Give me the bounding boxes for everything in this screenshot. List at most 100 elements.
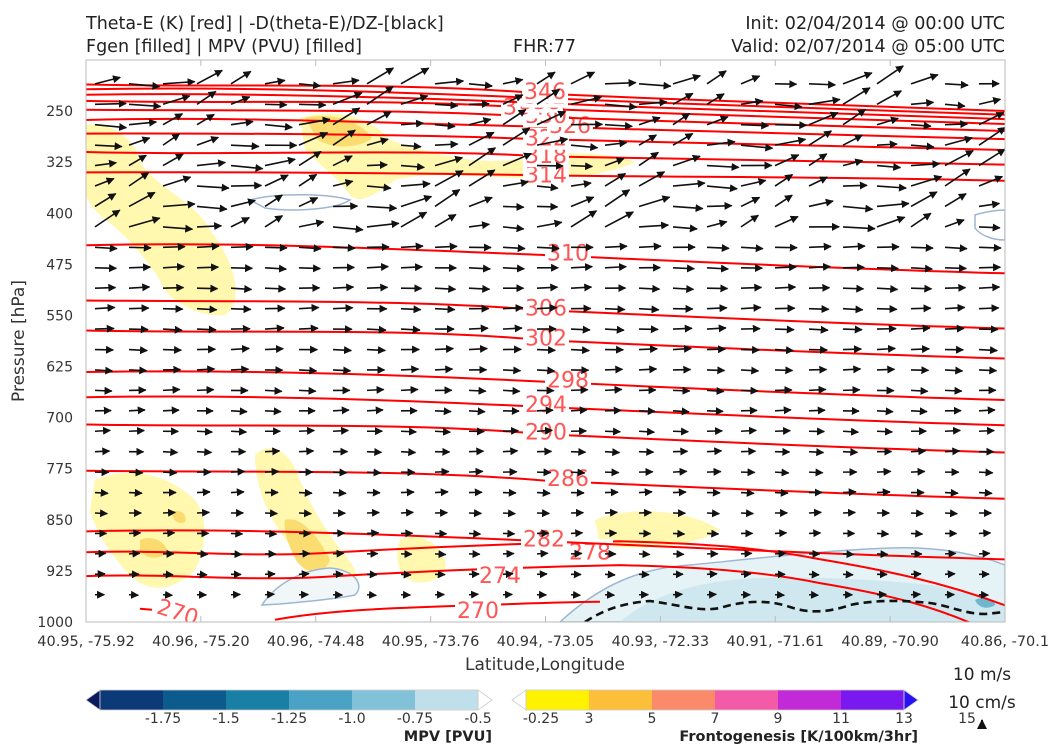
wind-vector [434,188,461,208]
wind-vector [672,344,693,353]
wind-vector [808,176,829,187]
wind-vector [94,488,109,497]
colorbar-segment [841,690,905,710]
wind-vector [366,161,388,170]
wind-vector [672,386,691,395]
wind-vector [366,137,389,146]
colorbar-segment [163,690,227,710]
wind-vector [978,223,1001,232]
wind-vector [434,213,457,228]
wind-vector [162,590,174,599]
wind-vector [264,100,288,109]
colorbar-tick-label: 15 [958,711,976,727]
wind-vector [604,385,623,394]
wind-vector [570,325,591,334]
wind-vector [502,244,526,253]
wind-vector [536,406,554,415]
wind-vector [434,550,447,559]
wind-vector [162,406,180,415]
wind-vector [876,365,896,374]
wind-vector [944,488,959,497]
wind-vector [706,264,730,273]
wind-vector [536,283,559,292]
wind-vector [706,324,727,333]
wind-vector [128,346,149,355]
wind-vector [808,305,830,314]
wind-vector [502,152,533,167]
colorbar-frame [99,689,479,711]
wind-vector [400,508,415,517]
wind-vector [842,71,873,85]
wind-vector [638,305,660,314]
wind-vector [944,366,964,375]
wind-vector [910,191,938,208]
wind-vector [400,194,433,208]
wind-vector [332,107,361,126]
wind-vector [570,346,591,355]
wind-vector [230,407,248,416]
wind-vector [298,116,331,126]
title-line-1: Theta-E (K) [red] | -D(theta-E)/DZ-[blac… [86,14,444,34]
wind-vector [536,346,557,355]
wind-vector [162,200,196,209]
wind-vector [298,219,325,228]
wind-vector [196,305,218,314]
wind-vector [672,264,696,273]
wind-vector [808,198,834,208]
wind-vector [706,529,720,538]
wind-vector [638,171,666,187]
y-tick-label: 625 [46,360,73,376]
wind-vector [94,159,118,168]
wind-vector [502,224,525,233]
wind-vector [434,101,459,110]
wind-vector [502,447,519,456]
theta-e-contour-label: 302 [525,326,567,351]
wind-vector [468,344,489,353]
wind-vector [264,284,287,293]
wind-vector [944,264,968,273]
wind-vector [94,264,118,273]
wind-vector [366,468,382,477]
wind-vector [842,365,862,374]
colorbar-tick-label: -0.5 [464,711,491,727]
wind-vector [128,136,151,146]
wind-vector [740,345,761,354]
wind-vector [400,242,424,251]
wind-vector [196,284,219,293]
wind-vector [230,142,260,151]
wind-vector [842,488,857,497]
colorbar-tick-label: 13 [895,711,913,727]
wind-vector [536,183,559,192]
wind-vector [740,447,757,456]
wind-vector [94,192,117,208]
wind-vector [332,304,354,313]
wind-vector [332,366,352,375]
wind-vector [128,154,147,167]
wind-vector [944,570,956,579]
wind-vector [978,304,1000,313]
wind-barb-layer [94,65,1005,599]
wind-vector [740,303,762,312]
wind-vector [706,93,725,105]
colorbar-segment [589,690,653,710]
wind-vector [502,108,527,126]
wind-vector [944,386,963,395]
wind-vector [366,529,380,538]
wind-vector [774,121,808,130]
wind-vector [196,508,211,517]
wind-vector [366,67,395,85]
wind-vector [570,143,599,152]
wind-vector [774,488,789,497]
wind-vector [162,448,179,457]
wind-vector [604,157,625,167]
wind-vector [638,242,662,251]
wind-vector [332,243,356,252]
wind-vector [264,386,283,395]
wind-vector [366,346,387,355]
wind-vector [910,73,939,85]
wind-vector [128,118,158,127]
wind-vector [230,285,253,293]
wind-vector [638,345,659,354]
wind-vector [366,283,389,292]
wind-vector [604,102,638,111]
